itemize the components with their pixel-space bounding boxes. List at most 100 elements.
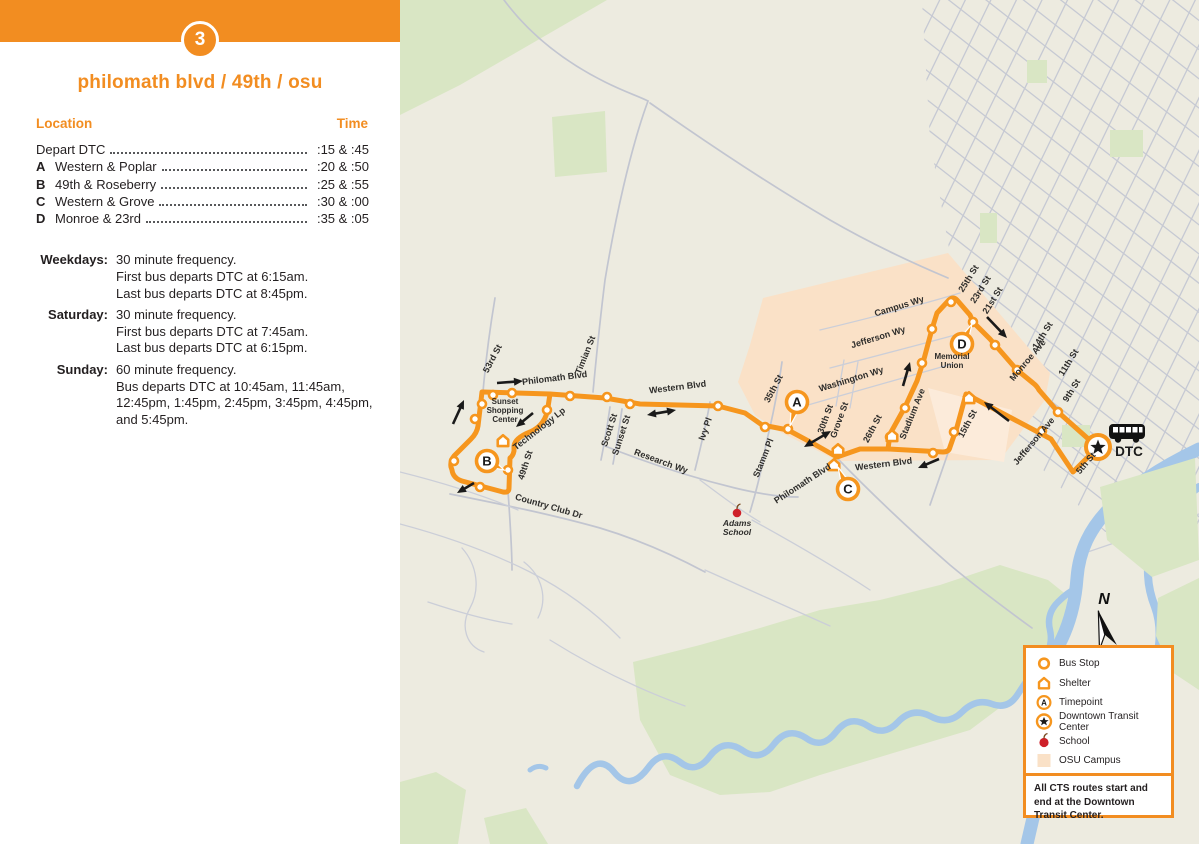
schedule-panel: 3 philomath blvd / 49th / osu Location T… bbox=[0, 0, 400, 844]
street-label: Sunset Shopping Center bbox=[487, 397, 524, 424]
direction-arrows bbox=[451, 316, 1010, 493]
bus-stop-marker bbox=[899, 402, 911, 414]
arrow-head bbox=[457, 485, 467, 493]
bus-stop-marker bbox=[624, 398, 636, 410]
frequency-line: 60 minute frequency. bbox=[116, 362, 237, 378]
timepoint-letter: D bbox=[957, 337, 966, 352]
bus-stop-marker bbox=[945, 296, 957, 308]
frequency-line: 30 minute frequency. bbox=[116, 307, 237, 323]
stop-times: :30 & :00 bbox=[316, 193, 369, 209]
legend-label: Shelter bbox=[1059, 677, 1091, 689]
stop-times: :25 & :55 bbox=[316, 176, 369, 192]
legend-label: Downtown Transit Center bbox=[1059, 710, 1139, 733]
legend-items: Bus Stop Shelter A Timepoint Downtown Transi… bbox=[1026, 648, 1171, 770]
timepoint-marker-c: C bbox=[835, 466, 861, 502]
timepoint-letter: C bbox=[843, 482, 853, 497]
direction-arrow bbox=[986, 316, 1004, 334]
bus-stop-marker bbox=[502, 464, 514, 476]
arrow-head bbox=[918, 460, 928, 469]
dotted-leader bbox=[110, 152, 307, 154]
bus-stop-marker bbox=[469, 413, 481, 425]
frequency-block: Saturday: 30 minute frequency. First bus d… bbox=[0, 307, 400, 357]
shelter-marker bbox=[962, 390, 976, 405]
route-number-badge: 3 bbox=[181, 21, 219, 59]
legend-label: OSU Campus bbox=[1059, 755, 1121, 767]
arrow-head bbox=[666, 407, 676, 416]
table-row: C Western & Grove :30 & :00 bbox=[36, 194, 369, 211]
frequency-block: Sunday: 60 minute frequency. Bus departs D… bbox=[0, 362, 400, 428]
svg-text:A: A bbox=[1041, 698, 1047, 707]
frequency-line: First bus departs DTC at 7:45am. bbox=[116, 323, 309, 339]
stop-times: :35 & :05 bbox=[316, 211, 369, 227]
stop-location: Depart DTC bbox=[36, 142, 106, 157]
table-row: A Western & Poplar:20 & :50 bbox=[36, 159, 369, 176]
bus-stop-marker bbox=[782, 423, 794, 435]
bus-stop-marker bbox=[926, 323, 938, 335]
park-areas bbox=[400, 0, 1068, 844]
dotted-leader bbox=[146, 221, 307, 224]
legend-item-school: School bbox=[1026, 732, 1171, 751]
frequency-info: Weekdays: 30 minute frequency. First bus d… bbox=[0, 252, 400, 428]
bus-stop-marker bbox=[989, 339, 1001, 351]
shelter-marker bbox=[827, 457, 841, 472]
stop-location: Western & Grove bbox=[55, 193, 155, 209]
day-label: Sunday: bbox=[56, 362, 108, 378]
bus-stop-marker bbox=[916, 357, 928, 369]
school-label: Adams School bbox=[722, 518, 752, 537]
bus-stop-marker bbox=[712, 400, 724, 412]
bus-stop-marker bbox=[448, 455, 460, 467]
frequency-line: First bus departs DTC at 6:15am. bbox=[116, 269, 309, 285]
arrow-head bbox=[513, 377, 523, 386]
timepoint-letter: A bbox=[792, 395, 802, 410]
route-campus bbox=[885, 295, 1101, 452]
school-marker: Adams School bbox=[722, 503, 752, 537]
bus-stop-marker bbox=[1036, 425, 1048, 437]
direction-arrow bbox=[451, 405, 463, 425]
frequency-lines: 30 minute frequency. First bus departs DT… bbox=[108, 252, 308, 302]
frequency-line: 12:45pm, 1:45pm, 2:45pm, 3:45pm, 4:45pm, bbox=[116, 395, 373, 411]
legend-item-campus: OSU Campus bbox=[1026, 751, 1171, 770]
timepoint-letter: B bbox=[36, 176, 46, 192]
bus-stop-marker bbox=[1052, 406, 1064, 418]
legend-label: School bbox=[1059, 735, 1090, 747]
bus-stop-marker bbox=[927, 447, 939, 459]
bus-stop-marker bbox=[1011, 364, 1023, 376]
bus-stop-marker bbox=[967, 316, 979, 328]
table-row: B 49th & Roseberry:25 & :55 bbox=[36, 177, 369, 194]
campus-icon bbox=[1033, 751, 1054, 770]
table-row: D Monroe & 23rd:35 & :05 bbox=[36, 211, 369, 228]
frequency-lines: 60 minute frequency. Bus departs DTC at 1… bbox=[108, 362, 373, 428]
direction-arrow bbox=[901, 368, 910, 387]
arrow-head bbox=[984, 402, 994, 411]
route-title: philomath blvd / 49th / osu bbox=[77, 72, 323, 93]
bus-icon bbox=[1109, 424, 1145, 443]
small-parks bbox=[980, 60, 1143, 447]
arrow-head bbox=[821, 431, 831, 439]
timepoint-marker-a: A bbox=[784, 389, 810, 427]
legend-item-bus-stop: Bus Stop bbox=[1026, 654, 1171, 673]
location-header: Location bbox=[36, 116, 93, 131]
dtc-icon bbox=[1033, 712, 1054, 731]
direction-arrow bbox=[809, 433, 826, 445]
timepoint-table: Depart DTC:15 & :45 A Western & Poplar:20 … bbox=[36, 142, 369, 228]
legend-label: Timepoint bbox=[1059, 696, 1103, 708]
timepoint-letter: C bbox=[36, 193, 46, 209]
dtc-star-icon bbox=[1090, 439, 1106, 454]
time-header: Time bbox=[336, 116, 368, 131]
frequency-line: Last bus departs DTC at 8:45pm. bbox=[116, 285, 308, 301]
direction-arrow bbox=[923, 457, 940, 467]
day-label: Weekdays: bbox=[40, 252, 108, 268]
frequency-line: Bus departs DTC at 10:45am, 11:45am, bbox=[116, 378, 345, 394]
bus-stop-icon bbox=[1033, 654, 1054, 673]
arrow-head bbox=[456, 400, 464, 410]
bus-stop-marker bbox=[759, 421, 771, 433]
timepoint-icon: A bbox=[1033, 693, 1054, 712]
timepoint-letter: D bbox=[36, 211, 46, 227]
school-icon bbox=[1033, 732, 1054, 751]
downtown-transit-center: DTC bbox=[1084, 424, 1145, 461]
day-label: Saturday: bbox=[48, 307, 108, 323]
legend-item-dtc: Downtown Transit Center bbox=[1026, 710, 1171, 733]
